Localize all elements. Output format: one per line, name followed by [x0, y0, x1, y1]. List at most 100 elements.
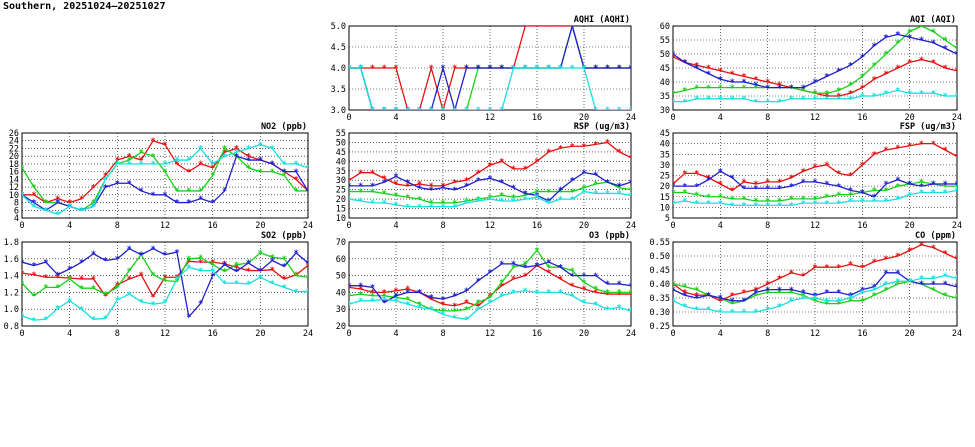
- data-point-cyan: *: [222, 152, 227, 162]
- data-point-cyan: *: [942, 92, 947, 102]
- data-point-cyan: *: [628, 307, 633, 317]
- data-point-cyan: *: [429, 203, 434, 213]
- data-point-cyan: *: [605, 305, 610, 315]
- data-point-cyan: *: [919, 189, 924, 199]
- data-point-red: *: [628, 64, 633, 74]
- data-point-cyan: *: [931, 189, 936, 199]
- data-point-cyan: *: [43, 315, 48, 325]
- data-point-cyan: *: [476, 197, 481, 207]
- data-point-green: *: [836, 87, 841, 97]
- chart-title: FSP (ug/m3): [900, 122, 956, 132]
- data-point-red: *: [534, 158, 539, 168]
- data-point-cyan: *: [954, 92, 959, 102]
- data-point-red: *: [581, 285, 586, 295]
- data-point-red: *: [777, 81, 782, 91]
- data-point-green: *: [55, 199, 60, 209]
- data-point-green: *: [670, 189, 675, 199]
- data-point-cyan: *: [871, 197, 876, 207]
- x-tick-label: 0: [346, 329, 351, 339]
- data-point-green: *: [534, 247, 539, 257]
- data-point-green: *: [812, 297, 817, 307]
- data-point-green: *: [824, 193, 829, 203]
- data-point-green: *: [487, 64, 492, 74]
- data-point-blue: *: [593, 272, 598, 282]
- data-point-blue: *: [222, 187, 227, 197]
- data-point-red: *: [617, 290, 622, 300]
- data-point-blue: *: [382, 106, 387, 116]
- data-point-blue: *: [593, 171, 598, 181]
- data-point-red: *: [741, 289, 746, 299]
- data-point-blue: *: [186, 199, 191, 209]
- plot-series: ****************************************…: [346, 139, 631, 213]
- data-point-cyan: *: [605, 190, 610, 200]
- data-point-green: *: [523, 260, 528, 270]
- data-point-blue: *: [258, 156, 263, 166]
- data-point-cyan: *: [162, 299, 167, 309]
- data-point-red: *: [19, 269, 24, 279]
- data-point-green: *: [546, 188, 551, 198]
- y-tick-label: 50: [660, 50, 670, 60]
- x-tick-label: 0: [670, 221, 675, 231]
- data-point-green: *: [417, 106, 422, 116]
- data-point-blue: *: [558, 64, 563, 74]
- data-point-red: *: [452, 302, 457, 312]
- data-point-cyan: *: [706, 95, 711, 105]
- data-point-green: *: [79, 284, 84, 294]
- data-point-green: *: [186, 255, 191, 265]
- data-point-cyan: *: [103, 176, 108, 186]
- data-point-blue: *: [729, 174, 734, 184]
- data-point-green: *: [694, 191, 699, 201]
- data-point-red: *: [919, 140, 924, 150]
- data-point-blue: *: [210, 199, 215, 209]
- plot-series: ****************************************…: [22, 137, 308, 218]
- data-point-green: *: [417, 195, 422, 205]
- data-point-cyan: *: [258, 273, 263, 283]
- data-point-blue: *: [440, 184, 445, 194]
- data-point-red: *: [115, 156, 120, 166]
- data-point-red: *: [346, 176, 351, 186]
- data-point-blue: *: [55, 271, 60, 281]
- data-point-green: *: [682, 87, 687, 97]
- data-point-green: *: [103, 290, 108, 300]
- series-line-blue: [349, 171, 631, 202]
- data-point-red: *: [499, 158, 504, 168]
- data-point-green: *: [741, 297, 746, 307]
- data-point-cyan: *: [382, 199, 387, 209]
- data-point-red: *: [476, 302, 481, 312]
- y-tick-label: 1.8: [4, 238, 19, 248]
- data-point-red: *: [511, 275, 516, 285]
- data-point-green: *: [895, 280, 900, 290]
- data-point-blue: *: [860, 286, 865, 296]
- data-point-blue: *: [800, 289, 805, 299]
- data-point-green: *: [234, 261, 239, 271]
- chart-title: SO2 (ppb): [261, 231, 307, 241]
- data-point-blue: *: [718, 294, 723, 304]
- data-point-cyan: *: [174, 156, 179, 166]
- y-tick-label: 50: [336, 272, 346, 282]
- data-point-cyan: *: [570, 292, 575, 302]
- data-point-green: *: [270, 253, 275, 263]
- x-tick-label: 12: [810, 329, 820, 339]
- data-point-blue: *: [464, 64, 469, 74]
- data-point-red: *: [954, 255, 959, 265]
- data-point-blue: *: [789, 286, 794, 296]
- y-tick-label: 4.5: [331, 43, 346, 53]
- data-point-green: *: [210, 261, 215, 271]
- data-point-blue: *: [487, 64, 492, 74]
- data-point-green: *: [487, 294, 492, 304]
- data-point-red: *: [765, 78, 770, 88]
- data-point-cyan: *: [476, 305, 481, 315]
- data-point-cyan: *: [954, 187, 959, 197]
- data-point-blue: *: [860, 189, 865, 199]
- data-point-cyan: *: [907, 277, 912, 287]
- data-point-blue: *: [534, 192, 539, 202]
- data-point-blue: *: [452, 292, 457, 302]
- data-point-cyan: *: [393, 106, 398, 116]
- data-point-red: *: [931, 59, 936, 69]
- data-point-green: *: [570, 188, 575, 198]
- data-point-cyan: *: [546, 199, 551, 209]
- data-point-blue: *: [605, 280, 610, 290]
- data-point-green: *: [931, 286, 936, 296]
- x-tick-label: 24: [626, 221, 636, 231]
- x-tick-label: 0: [670, 329, 675, 339]
